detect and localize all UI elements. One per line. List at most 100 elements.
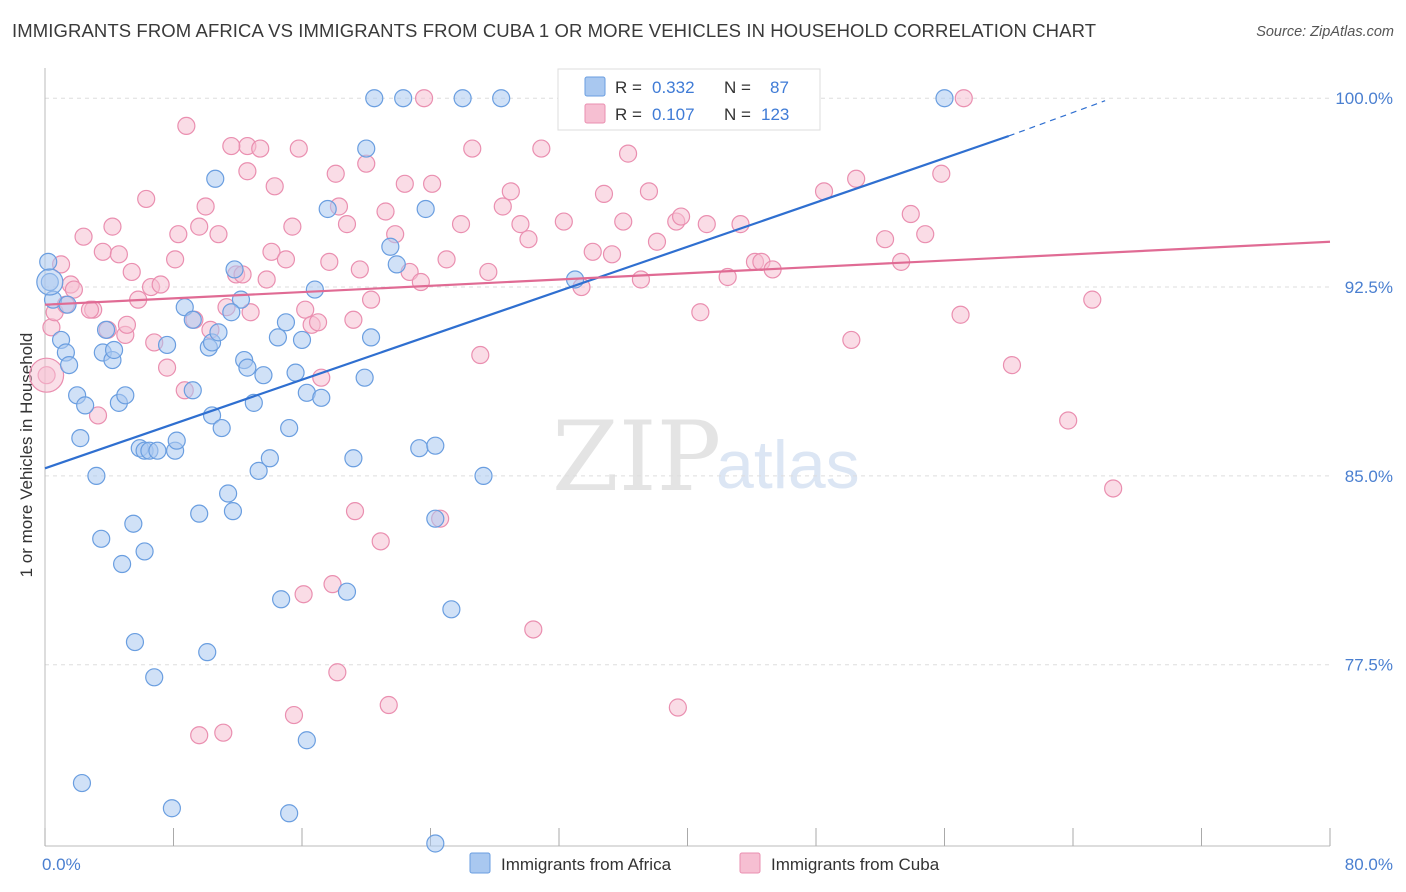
cuba-point <box>671 207 691 226</box>
gridlines <box>45 97 1330 666</box>
africa-point <box>71 429 90 448</box>
cuba-point <box>618 144 638 163</box>
cuba-point <box>411 272 430 292</box>
stats-n-value-africa: 87 <box>770 78 789 97</box>
cuba-point <box>177 116 196 136</box>
cuba-point <box>294 585 313 604</box>
africa-point <box>426 436 445 455</box>
source-credit: Source: ZipAtlas.com <box>1256 24 1394 40</box>
africa-point <box>442 600 461 619</box>
cuba-point <box>80 300 100 319</box>
cuba-point <box>847 169 866 188</box>
cuba-point <box>423 174 442 193</box>
cuba-point <box>524 620 543 639</box>
africa-point <box>365 89 384 108</box>
cuba-point <box>668 698 687 717</box>
africa-point <box>104 340 124 360</box>
africa-point <box>337 582 357 601</box>
cuba-point <box>284 705 304 725</box>
africa-point <box>387 255 406 274</box>
africa-point <box>254 366 273 385</box>
cuba-point <box>361 290 381 309</box>
cuba-point <box>117 315 137 334</box>
cuba-point <box>345 502 365 521</box>
cuba-point <box>647 232 667 251</box>
cuba-point <box>471 345 490 365</box>
trend-lines <box>44 100 1331 470</box>
cuba-point <box>190 217 209 236</box>
africa-point <box>280 804 299 823</box>
africa-point <box>280 418 299 438</box>
cuba-point <box>602 245 622 264</box>
africa-point <box>125 632 145 652</box>
africa-point <box>272 590 291 609</box>
y-tick-labels: 100.0% 92.5% 85.0% 77.5% <box>1335 89 1393 675</box>
cuba-point <box>289 139 308 158</box>
africa-point <box>260 449 279 468</box>
africa-point <box>183 310 202 329</box>
africa-point <box>72 773 92 793</box>
cuba-point <box>594 184 614 203</box>
africa-point <box>190 504 209 523</box>
africa-point <box>59 356 79 375</box>
africa-point <box>225 260 244 279</box>
cuba-point <box>916 225 935 244</box>
africa-point <box>292 330 312 350</box>
cuba-point <box>532 139 551 158</box>
africa-point <box>209 323 228 342</box>
africa-point <box>394 89 413 108</box>
africa-point <box>183 381 202 400</box>
africa-point <box>198 643 217 662</box>
stats-r-value-cuba: 0.107 <box>652 105 695 124</box>
africa-point-large <box>36 268 64 296</box>
africa-point <box>268 328 288 347</box>
cuba-point <box>463 139 482 158</box>
cuba-point <box>196 197 215 216</box>
cuba-point <box>554 212 573 231</box>
cuba-point <box>731 215 750 234</box>
africa-point <box>276 313 296 332</box>
cuba-point <box>437 250 456 269</box>
cuba-point <box>493 197 512 216</box>
cuba-point <box>451 215 471 234</box>
africa-point <box>318 199 337 219</box>
watermark: ZIP atlas <box>552 401 860 513</box>
africa-point <box>355 368 374 387</box>
trend-line-africa <box>44 134 1010 470</box>
africa-point <box>223 502 243 521</box>
legend-swatch-africa <box>469 852 491 874</box>
africa-point <box>219 484 238 503</box>
cuba-point <box>357 154 376 173</box>
cuba-point <box>376 202 395 221</box>
cuba-point <box>328 663 347 682</box>
africa-point <box>344 449 363 468</box>
stats-r-value-africa: 0.332 <box>652 78 695 97</box>
cuba-point <box>169 225 188 244</box>
cuba-point <box>1002 356 1022 375</box>
cuba-point <box>337 215 357 234</box>
africa-point <box>145 668 164 687</box>
y-tick-label: 85.0% <box>1345 467 1393 486</box>
watermark-atlas: atlas <box>716 427 860 503</box>
cuba-point <box>1059 411 1078 430</box>
cuba-point <box>251 139 270 158</box>
stats-swatch-africa <box>584 76 606 97</box>
chart-title: IMMIGRANTS FROM AFRICA VS IMMIGRANTS FRO… <box>12 20 1097 41</box>
cuba-point <box>1104 479 1123 498</box>
stats-n-label-cuba: N = <box>724 105 751 124</box>
cuba-point <box>257 270 276 289</box>
cuba-point <box>109 245 128 264</box>
cuba-point <box>262 242 281 261</box>
cuba-point <box>166 250 185 269</box>
legend-label-cuba: Immigrants from Cuba <box>771 855 940 874</box>
cuba-point-large <box>29 357 65 393</box>
cuba-point <box>932 164 951 183</box>
cuba-point <box>190 726 209 745</box>
cuba-point <box>64 280 84 299</box>
africa-point <box>305 280 324 299</box>
x-tick-label: 80.0% <box>1345 855 1393 874</box>
cuba-point <box>519 230 538 249</box>
africa-point <box>357 139 376 158</box>
legend-label-africa: Immigrants from Africa <box>501 855 672 874</box>
